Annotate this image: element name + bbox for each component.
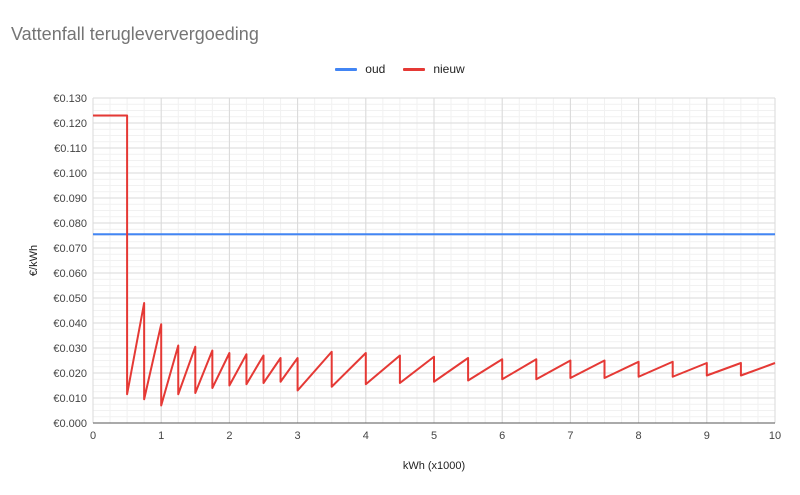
legend-item-oud[interactable]: oud xyxy=(335,62,385,76)
chart-legend: oud nieuw xyxy=(0,62,800,76)
y-tick-label: €0.000 xyxy=(53,418,87,430)
legend-label-oud: oud xyxy=(365,62,386,76)
x-tick-label: 6 xyxy=(499,430,505,442)
legend-label-nieuw: nieuw xyxy=(433,62,465,76)
y-tick-label: €0.120 xyxy=(53,118,87,130)
x-tick-label: 4 xyxy=(363,430,369,442)
legend-swatch-oud xyxy=(335,67,358,71)
y-axis-title: €/kWh xyxy=(28,245,40,276)
y-tick-label: €0.110 xyxy=(54,143,87,155)
y-tick-label: €0.010 xyxy=(53,393,87,405)
y-tick-label: €0.020 xyxy=(53,368,87,380)
y-tick-label: €0.030 xyxy=(53,343,87,355)
x-tick-label: 5 xyxy=(431,430,437,442)
x-tick-label: 3 xyxy=(295,430,301,442)
y-axis-ticks: €0.000 €0.010 €0.020 €0.030 €0.040 €0.050 €0.0… xyxy=(53,93,87,430)
y-tick-label: €0.050 xyxy=(53,293,87,305)
y-tick-label: €0.060 xyxy=(53,268,87,280)
legend-item-nieuw[interactable]: nieuw xyxy=(403,62,465,76)
x-tick-label: 10 xyxy=(769,430,781,442)
legend-swatch-nieuw xyxy=(403,67,426,71)
series-line-nieuw xyxy=(93,114,776,407)
y-tick-label: €0.070 xyxy=(53,243,87,255)
y-tick-label: €0.100 xyxy=(53,168,87,180)
y-tick-label: €0.040 xyxy=(53,318,87,330)
y-tick-label: €0.090 xyxy=(53,193,87,205)
x-axis-ticks: 0 1 2 3 4 5 6 7 8 9 10 xyxy=(90,430,781,442)
chart-series xyxy=(93,114,776,407)
x-axis-title: kWh (x1000) xyxy=(403,460,465,472)
x-tick-label: 7 xyxy=(567,430,573,442)
x-tick-label: 1 xyxy=(158,430,164,442)
y-tick-label: €0.130 xyxy=(53,93,87,105)
x-tick-label: 0 xyxy=(90,430,96,442)
y-tick-label: €0.080 xyxy=(53,218,87,230)
x-tick-label: 2 xyxy=(226,430,232,442)
x-tick-label: 9 xyxy=(704,430,710,442)
chart-title: Vattenfall terugleververgoeding xyxy=(11,24,259,44)
x-tick-label: 8 xyxy=(636,430,642,442)
